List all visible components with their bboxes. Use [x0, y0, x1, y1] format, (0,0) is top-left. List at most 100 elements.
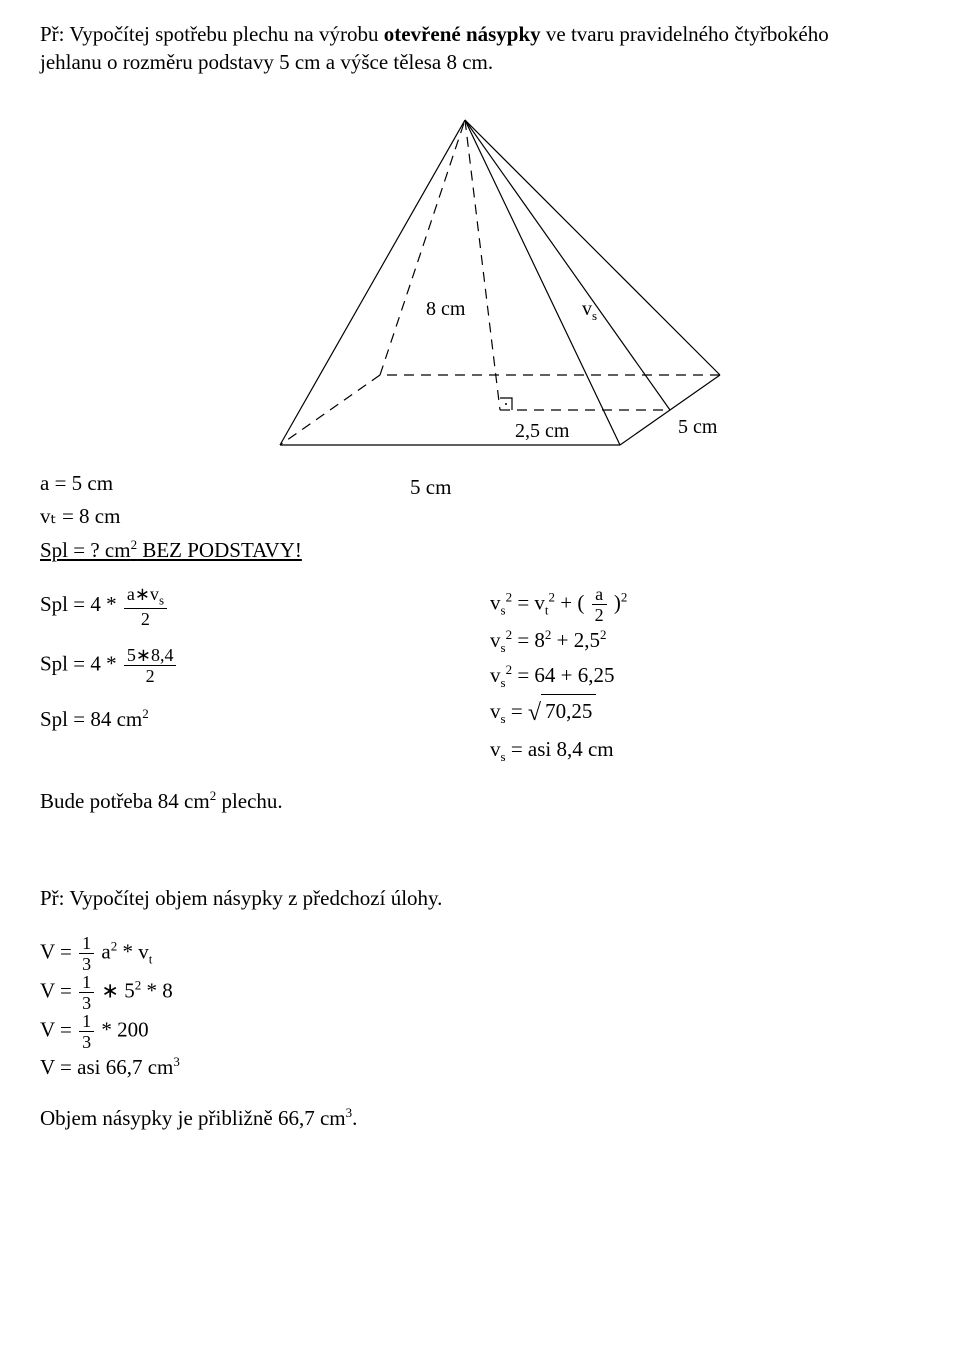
vol-l2-frac: 13 [79, 973, 94, 1012]
vol-l1-frac: 13 [79, 934, 94, 973]
vs-l1-b: = v [512, 591, 545, 615]
calc-block: Spl = 4 * a∗vs 2 Spl = 4 * 5∗8,4 2 Spl =… [40, 585, 920, 767]
spl-step: Spl = 4 * 5∗8,4 2 [40, 646, 470, 685]
edge-da [280, 375, 380, 445]
vs-l1-d: ) [609, 591, 621, 615]
problem1-bold: otevřené násypky [384, 22, 541, 46]
vol-l1-b: a [96, 939, 111, 963]
vs-l1-a: v [490, 591, 501, 615]
vol-l4-exp: 3 [173, 1054, 180, 1069]
vs-line1: vs2 = vt2 + ( a2 )2 [490, 585, 920, 624]
label-slant: vs [582, 298, 597, 323]
frac1-num: a∗v [127, 584, 159, 604]
calc-left: Spl = 4 * a∗vs 2 Spl = 4 * 5∗8,4 2 Spl =… [40, 585, 470, 736]
vs-l2-exp3: 2 [600, 627, 607, 642]
answer2: Objem násypky je přibližně 66,7 cm3. [40, 1105, 920, 1131]
vs-l5-b: = asi 8,4 cm [506, 737, 614, 761]
problem1-prefix: Př: Vypočítej spotřebu plechu na výrobu [40, 22, 384, 46]
vol-l1-c: * v [117, 939, 149, 963]
given-vt: vₜ = 8 cm [40, 500, 470, 534]
vs-l4-a: v [490, 699, 501, 723]
vs-l1-subs: s [501, 603, 506, 618]
vs-l4-sqrt: 70,25 [541, 694, 596, 729]
volume-block: V = 13 a2 * vt V = 13 ∗ 52 * 8 V = 13 * … [40, 934, 920, 1085]
frac1-den: 2 [124, 609, 167, 628]
answer2-prefix: Objem násypky je přibližně 66,7 cm [40, 1106, 346, 1130]
height-line [465, 120, 500, 410]
answer1-suffix: plechu. [216, 789, 282, 813]
vs-l3-subs: s [501, 676, 506, 691]
page: Př: Vypočítej spotřebu plechu na výrobu … [0, 0, 960, 1357]
vs-line2: vs2 = 82 + 2,52 [490, 624, 920, 659]
answer1-prefix: Bude potřeba 84 cm [40, 789, 210, 813]
spl-result-exp: 2 [142, 706, 149, 721]
sqrt-icon: √70,25 [528, 694, 596, 732]
problem1-suffix2: jehlanu o rozměru podstavy 5 cm a výšce … [40, 50, 493, 74]
frac2-num: 5∗8,4 [124, 646, 177, 666]
vs-l1-exp3: 2 [621, 590, 628, 605]
vs-line5: vs = asi 8,4 cm [490, 733, 920, 768]
spl-formula: Spl = 4 * a∗vs 2 [40, 585, 470, 628]
vol-l3-b: * 200 [96, 1017, 149, 1041]
vs-l1-c: + ( [555, 591, 590, 615]
vol-line4: V = asi 66,7 cm3 [40, 1051, 920, 1085]
frac2-den: 2 [124, 666, 177, 685]
frac1-num-sub: s [159, 593, 164, 608]
vol-l2-b: ∗ 5 [96, 978, 135, 1002]
vol-l1-num: 1 [79, 934, 94, 954]
vol-l2-den: 3 [79, 993, 94, 1012]
vol-l3-num: 1 [79, 1012, 94, 1032]
vol-l2-num: 1 [79, 973, 94, 993]
problem1-text: Př: Vypočítej spotřebu plechu na výrobu … [40, 20, 920, 77]
vs-line3: vs2 = 64 + 6,25 [490, 659, 920, 694]
right-angle-dot-icon [505, 403, 507, 405]
spl-formula-prefix: Spl = 4 * [40, 593, 122, 617]
vs-l3-b: = 64 + 6,25 [512, 663, 614, 687]
spl-step-prefix: Spl = 4 * [40, 651, 122, 675]
slant-height-line [465, 120, 670, 410]
vs-l4-b: = [506, 699, 528, 723]
given-block: a = 5 cm vₜ = 8 cm Spl = ? cm2 BEZ PODST… [40, 467, 920, 568]
vs-l2-a: v [490, 628, 501, 652]
edge-pa [280, 120, 465, 445]
vol-line1: V = 13 a2 * vt [40, 934, 920, 973]
vs-l5-a: v [490, 737, 501, 761]
label-height: 8 cm [426, 298, 466, 320]
label-half: 2,5 cm [515, 420, 570, 442]
diagram-container: 8 cm vs 2,5 cm 5 cm [40, 105, 920, 475]
given-spl-q: Spl = ? cm2 BEZ PODSTAVY! [40, 534, 470, 568]
vol-l2-a: V = [40, 978, 77, 1002]
vol-l1-subt: t [149, 952, 153, 967]
given-spl-prefix: Spl = ? cm [40, 538, 131, 562]
vol-l2-c: * 8 [141, 978, 173, 1002]
problem1-suffix1: ve tvaru pravidelného čtyřbokého [541, 22, 829, 46]
vs-l2-subs: s [501, 641, 506, 656]
vs-l3-a: v [490, 663, 501, 687]
answer1: Bude potřeba 84 cm2 plechu. [40, 788, 920, 814]
vol-l4: V = asi 66,7 cm [40, 1055, 173, 1079]
given-a: a = 5 cm [40, 467, 470, 501]
edge-pb [465, 120, 620, 445]
bottom-five: 5 cm [410, 471, 920, 505]
vol-l1-a: V = [40, 939, 77, 963]
vs-l1-subt: t [545, 603, 549, 618]
spl-result-prefix: Spl = 84 cm [40, 707, 142, 731]
vs-l2-b: = 8 [512, 628, 545, 652]
vol-l3-den: 3 [79, 1032, 94, 1051]
edge-pc [465, 120, 720, 375]
spl-formula-frac: a∗vs 2 [124, 585, 167, 628]
answer2-suffix: . [352, 1106, 357, 1130]
vol-line2: V = 13 ∗ 52 * 8 [40, 973, 920, 1012]
vs-l2-c: + 2,5 [551, 628, 600, 652]
vs-l1-frac-num: a [592, 585, 607, 605]
pyramid-diagram: 8 cm vs 2,5 cm 5 cm [200, 105, 760, 475]
spl-result: Spl = 84 cm2 [40, 703, 470, 737]
vs-l1-frac: a2 [592, 585, 607, 624]
spl-step-frac: 5∗8,4 2 [124, 646, 177, 685]
vol-l3-frac: 13 [79, 1012, 94, 1051]
vol-line3: V = 13 * 200 [40, 1012, 920, 1051]
vs-l1-frac-den: 2 [592, 605, 607, 624]
vol-l3-a: V = [40, 1017, 77, 1041]
given-spl-suffix: BEZ PODSTAVY! [137, 538, 302, 562]
bottom-five-wrap: 5 cm [470, 467, 920, 505]
